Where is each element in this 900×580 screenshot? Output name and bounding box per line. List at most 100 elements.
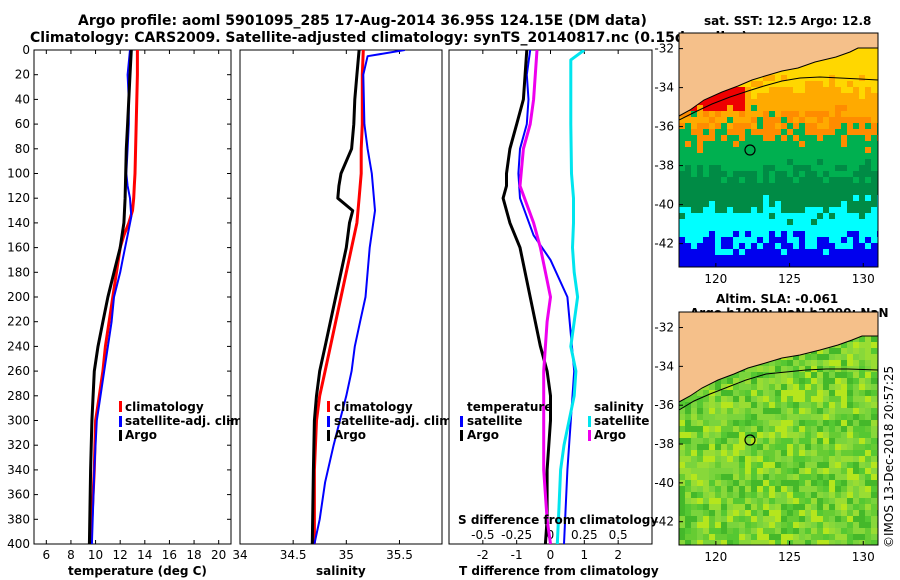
map-cell [751,378,757,384]
legend-label-satellite: satellite-adj. clim. [125,414,247,428]
map-cell [841,207,847,213]
map-cell [691,444,697,450]
map-cell [847,402,853,408]
map-cell [793,432,799,438]
map-cell [829,129,835,135]
lat-tick-label: -34 [654,359,674,373]
map-cell [781,189,787,195]
lat-tick-label: -38 [654,437,674,451]
map-cell [745,123,751,129]
map-cell [679,237,685,243]
map-cell [859,123,865,129]
map-cell [691,522,697,528]
map-cell [751,183,757,189]
map-cell [793,486,799,492]
map-cell [805,147,811,153]
map-cell [691,510,697,516]
map-cell [751,261,757,267]
map-cell [811,462,817,468]
map-cell [823,189,829,195]
map-cell [757,408,763,414]
map-cell [679,408,685,414]
map-cell [829,438,835,444]
map-cell [817,462,823,468]
map-cell [715,231,721,237]
map-cell [865,141,871,147]
map-cell [703,141,709,147]
map-cell [871,105,877,111]
map-cell [871,444,877,450]
map-cell [787,105,793,111]
map-cell [781,93,787,99]
map-cell [835,534,841,540]
map-cell [859,111,865,117]
map-cell [679,219,685,225]
map-cell [817,432,823,438]
map-cell [871,336,877,342]
map-cell [835,159,841,165]
map-cell [781,492,787,498]
depth-tick-label: 220 [7,315,30,329]
map-cell [799,480,805,486]
map-cell [847,117,853,123]
map-cell [751,414,757,420]
map-cell [703,390,709,396]
map-cell [763,195,769,201]
map-cell [703,540,709,545]
map-cell [799,255,805,261]
map-cell [865,540,871,545]
map-cell [781,249,787,255]
figure-title-line2: Climatology: CARS2009. Satellite-adjuste… [30,30,748,46]
map-cell [835,153,841,159]
map-cell [805,516,811,522]
map-cell [775,201,781,207]
map-cell [859,249,865,255]
map-cell [823,498,829,504]
legend-label-argo: Argo [334,428,366,442]
map-cell [715,456,721,462]
map-cell [757,396,763,402]
depth-tick-label: 360 [7,488,30,502]
lat-tick-label: -40 [654,198,674,212]
map-cell [703,117,709,123]
map-cell [811,207,817,213]
map-cell [847,171,853,177]
map-cell [841,456,847,462]
map-cell [763,75,769,81]
map-cell [763,189,769,195]
map-cell [841,396,847,402]
land-mass [679,312,878,403]
map-cell [733,129,739,135]
map-cell [853,516,859,522]
map-cell [685,237,691,243]
map-cell [823,540,829,545]
map-cell [811,426,817,432]
map-cell [811,414,817,420]
map-cell [823,99,829,105]
map-cell [841,438,847,444]
sla-map-cells [679,312,878,545]
map-cell [823,474,829,480]
map-cell [871,498,877,504]
map-cell [685,516,691,522]
map-cell [835,372,841,378]
map-cell [817,189,823,195]
map-cell [829,99,835,105]
map-cell [721,450,727,456]
map-cell [745,450,751,456]
map-cell [715,117,721,123]
map-cell [775,195,781,201]
map-cell [691,432,697,438]
map-cell [727,438,733,444]
map-cell [739,372,745,378]
sla-map-frame [678,311,879,546]
map-cell [847,195,853,201]
map-cell [679,462,685,468]
map-cell [709,243,715,249]
map-cell [799,111,805,117]
map-cell [787,147,793,153]
map-cell [775,75,781,81]
map-cell [829,498,835,504]
map-cell [823,249,829,255]
map-cell [817,177,823,183]
